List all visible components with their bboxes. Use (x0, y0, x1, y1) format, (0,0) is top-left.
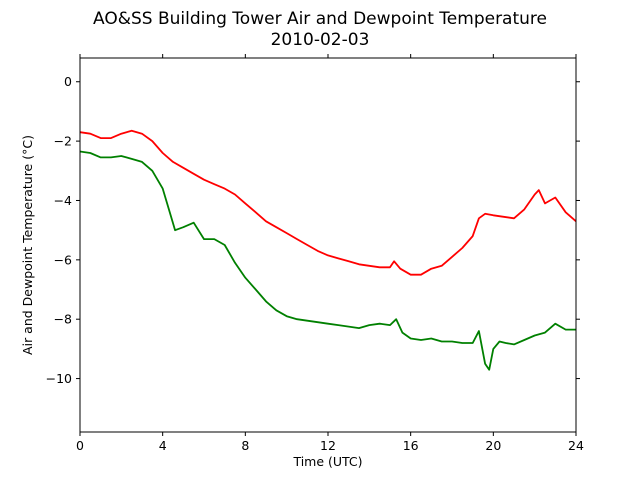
y-axis-label: Air and Dewpoint Temperature (°C) (20, 135, 35, 355)
x-tick-label: 16 (403, 438, 419, 453)
axis-layer: 0 4 8 12 16 20 24 0 −2 −4 −6 −8 −10 (46, 54, 584, 453)
x-tick-label: 4 (159, 438, 167, 453)
y-tick-label: 0 (64, 74, 72, 89)
series-line-1 (79, 129, 577, 276)
plot-frame (79, 57, 577, 433)
x-axis-label: Time (UTC) (292, 454, 362, 469)
y-tick-label: −2 (54, 134, 72, 149)
series-line-2 (79, 150, 576, 371)
y-tick-label: −6 (54, 252, 72, 267)
y-tick-label: −4 (54, 193, 72, 208)
chart-subtitle: 2010-02-03 (271, 30, 370, 50)
chart-title: AO&SS Building Tower Air and Dewpoint Te… (93, 9, 547, 29)
x-tick-label: 12 (320, 438, 336, 453)
x-tick-label: 8 (241, 438, 249, 453)
x-tick-label: 20 (485, 438, 501, 453)
x-tick-label: 24 (568, 438, 584, 453)
y-tick-label: −10 (46, 371, 72, 386)
y-tick-label: −8 (54, 312, 72, 327)
x-tick-label: 0 (76, 438, 84, 453)
series-layer (79, 129, 577, 371)
